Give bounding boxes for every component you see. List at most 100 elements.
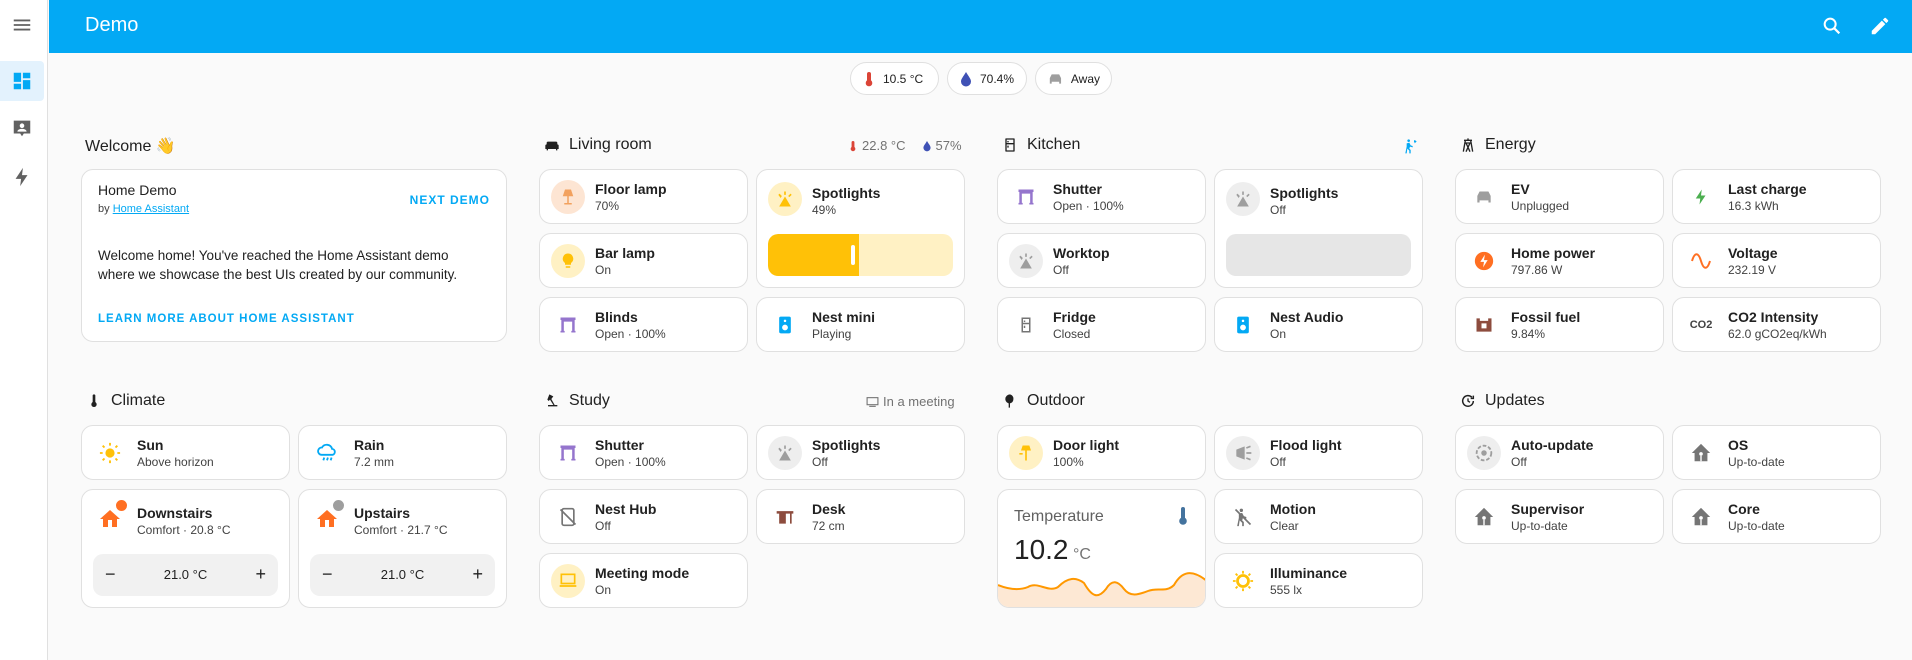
tile-state: 49% [812, 203, 837, 217]
tile-home-power[interactable]: Home power 797.86 W [1455, 233, 1664, 288]
home-thermometer-icon[interactable] [93, 498, 129, 536]
tile-core[interactable]: Core Up-to-date [1672, 489, 1881, 544]
brightness-slider[interactable] [1226, 234, 1411, 276]
brightness-icon[interactable] [1226, 564, 1260, 598]
sidebar-item-map[interactable] [0, 108, 44, 148]
tile-study-shutter[interactable]: Shutter Open · 100% [539, 425, 748, 480]
home-assistant-icon[interactable] [1467, 500, 1501, 534]
sidebar-item-overview[interactable] [0, 61, 44, 101]
decrease-button[interactable]: − [322, 564, 333, 584]
brightness-slider-handle[interactable] [851, 245, 855, 265]
tile-supervisor[interactable]: Supervisor Up-to-date [1455, 489, 1664, 544]
spotlight-icon[interactable] [768, 182, 802, 216]
badge-label: 10.5 °C [883, 71, 924, 86]
shutter-icon[interactable] [551, 436, 585, 470]
tile-fossil-fuel[interactable]: Fossil fuel 9.84% [1455, 297, 1664, 352]
speaker-play-icon[interactable] [768, 308, 802, 342]
tile-state: On [1270, 327, 1287, 341]
increase-button[interactable]: + [472, 564, 483, 584]
tile-motion[interactable]: Motion Clear [1214, 489, 1423, 544]
tile-upstairs[interactable]: Upstairs Comfort · 21.7 °C − 21.0 °C + [298, 489, 507, 608]
tile-name: Upstairs [354, 505, 411, 521]
badge-temperature[interactable]: 10.5 °C [850, 62, 939, 95]
search-button[interactable] [1819, 13, 1845, 39]
spotlight-icon[interactable] [768, 436, 802, 470]
tile-state: Above horizon [137, 455, 214, 469]
speaker-icon[interactable] [1226, 308, 1260, 342]
tile-nest-audio[interactable]: Nest Audio On [1214, 297, 1423, 352]
tile-rain[interactable]: Rain 7.2 mm [298, 425, 507, 480]
tile-co2[interactable]: CO2 CO2 Intensity 62.0 gCO2eq/kWh [1672, 297, 1881, 352]
blinds-icon[interactable] [551, 308, 585, 342]
motion-sensor-off-icon[interactable] [1226, 500, 1260, 534]
tile-desk[interactable]: Desk 72 cm [756, 489, 965, 544]
rain-cloud-icon[interactable] [310, 436, 344, 470]
car-icon[interactable] [1467, 180, 1501, 214]
tile-study-spotlights[interactable]: Spotlights Off [756, 425, 965, 480]
spotlight-icon[interactable] [1009, 244, 1043, 278]
home-power-icon[interactable] [1467, 244, 1501, 278]
tablet-off-icon[interactable] [551, 500, 585, 534]
sun-icon[interactable] [93, 436, 127, 470]
tile-fridge[interactable]: Fridge Closed [997, 297, 1206, 352]
tile-kitchen-shutter[interactable]: Shutter Open · 100% [997, 169, 1206, 224]
next-demo-button[interactable]: NEXT DEMO [409, 193, 490, 207]
decrease-button[interactable]: − [105, 564, 116, 584]
tile-downstairs[interactable]: Downstairs Comfort · 20.8 °C − 21.0 °C + [81, 489, 290, 608]
sine-wave-icon[interactable] [1684, 244, 1718, 278]
tile-state: Comfort · 21.7 °C [354, 523, 448, 537]
auto-update-icon[interactable] [1467, 436, 1501, 470]
tile-auto-update[interactable]: Auto-update Off [1455, 425, 1664, 480]
tile-kitchen-spotlights[interactable]: Spotlights Off [1214, 169, 1423, 288]
spotlight-icon[interactable] [1226, 182, 1260, 216]
tile-bar-lamp[interactable]: Bar lamp On [539, 233, 748, 288]
increase-button[interactable]: + [255, 564, 266, 584]
study-status: In a meeting [866, 394, 955, 409]
tile-ev[interactable]: EV Unplugged [1455, 169, 1664, 224]
lightbulb-icon[interactable] [551, 244, 585, 278]
tile-meeting-mode[interactable]: Meeting mode On [539, 553, 748, 608]
laptop-account-icon[interactable] [551, 564, 585, 598]
molecule-co2-icon[interactable]: CO2 [1684, 308, 1718, 342]
menu-button[interactable] [0, 5, 44, 45]
tile-last-charge[interactable]: Last charge 16.3 kWh [1672, 169, 1881, 224]
outdoor-lamp-icon[interactable] [1009, 436, 1043, 470]
desk-icon[interactable] [768, 500, 802, 534]
tile-os[interactable]: OS Up-to-date [1672, 425, 1881, 480]
floodlight-icon[interactable] [1226, 436, 1260, 470]
fridge-icon[interactable] [1009, 308, 1043, 342]
motion-sensor-icon[interactable] [1402, 138, 1418, 154]
badge-presence[interactable]: Away [1035, 62, 1112, 95]
temperature-sensor-card[interactable]: Temperature 10.2 °C [997, 489, 1206, 608]
tile-illuminance[interactable]: Illuminance 555 lx [1214, 553, 1423, 608]
sidebar-item-energy[interactable] [0, 157, 44, 197]
target-temp-control: − 21.0 °C + [310, 554, 495, 596]
tile-flood-light[interactable]: Flood light Off [1214, 425, 1423, 480]
tile-nest-mini[interactable]: Nest mini Playing [756, 297, 965, 352]
section-title: Climate [111, 392, 166, 409]
floor-lamp-icon[interactable] [551, 180, 585, 214]
tile-sun[interactable]: Sun Above horizon [81, 425, 290, 480]
brightness-slider[interactable] [768, 234, 953, 276]
tile-name: Spotlights [812, 437, 881, 453]
badge-humidity[interactable]: 70.4% [947, 62, 1027, 95]
tile-floor-lamp[interactable]: Floor lamp 70% [539, 169, 748, 224]
learn-more-link[interactable]: LEARN MORE ABOUT HOME ASSISTANT [98, 313, 355, 325]
home-assistant-icon[interactable] [1684, 436, 1718, 470]
tile-door-light[interactable]: Door light 100% [997, 425, 1206, 480]
tile-blinds[interactable]: Blinds Open · 100% [539, 297, 748, 352]
tile-worktop[interactable]: Worktop Off [997, 233, 1206, 288]
tile-name: Supervisor [1511, 501, 1585, 517]
tile-living-spotlights[interactable]: Spotlights 49% [756, 169, 965, 288]
lightning-icon[interactable] [1684, 180, 1718, 214]
home-assistant-link[interactable]: Home Assistant [112, 203, 190, 215]
tile-nest-hub[interactable]: Nest Hub Off [539, 489, 748, 544]
edit-button[interactable] [1867, 13, 1893, 39]
tile-voltage[interactable]: Voltage 232.19 V [1672, 233, 1881, 288]
fridge-icon [1005, 138, 1015, 152]
home-assistant-icon[interactable] [1684, 500, 1718, 534]
factory-icon[interactable] [1467, 308, 1501, 342]
shutter-icon[interactable] [1009, 180, 1043, 214]
home-thermometer-icon[interactable] [310, 498, 346, 536]
living-room-sensors: 22.8 °C 57% [848, 138, 962, 153]
